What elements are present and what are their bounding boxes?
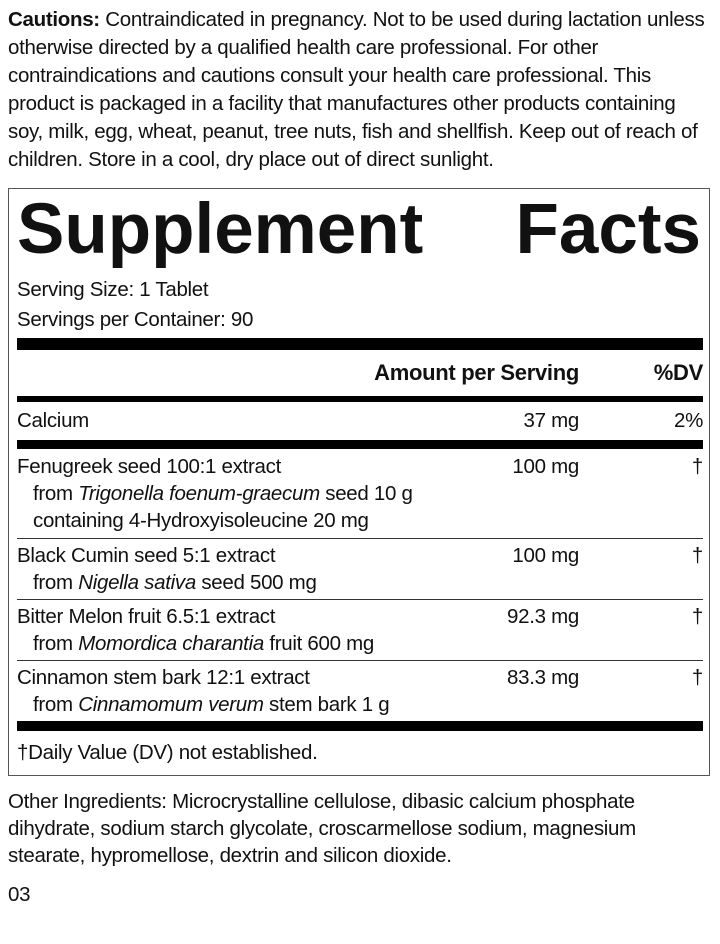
divider-medium	[17, 396, 703, 402]
supplement-facts-panel: Supplement Facts Serving Size: 1 Tablet S…	[8, 188, 710, 776]
table-row: Black Cumin seed 5:1 extract 100 mg † from…	[17, 539, 703, 599]
page-code: 03	[8, 883, 31, 906]
ingredient-name: Bitter Melon fruit 6.5:1 extract	[17, 605, 276, 628]
ingredient-name: Fenugreek seed 100:1 extract	[17, 455, 281, 478]
divider-thin	[17, 538, 703, 539]
ingredient-dv: †	[691, 666, 703, 689]
ingredient-dv: †	[691, 605, 703, 628]
ingredient-amount: 100 mg	[512, 455, 579, 478]
ingredient-name: Cinnamon stem bark 12:1 extract	[17, 666, 310, 689]
page: Cautions: Contraindicated in pregnancy. …	[8, 6, 714, 906]
dv-footnote: †Daily Value (DV) not established.	[17, 741, 318, 764]
ingredient-amount: 92.3 mg	[507, 605, 579, 628]
table-row: Fenugreek seed 100:1 extract 100 mg † from…	[17, 449, 703, 538]
serving-size: Serving Size: 1 Tablet	[17, 278, 209, 301]
title-word-2: Facts	[515, 190, 701, 269]
ingredient-source: from Momordica charantia fruit 600 mg	[33, 632, 374, 655]
table-row: Bitter Melon fruit 6.5:1 extract 92.3 mg †…	[17, 600, 703, 660]
divider-thin	[17, 599, 703, 600]
ingredient-source: from Trigonella foenum-graecum seed 10 g	[33, 482, 413, 505]
ingredient-dv: †	[691, 544, 703, 567]
ingredient-amount: 100 mg	[512, 544, 579, 567]
header-row: Amount per Serving %DV	[17, 350, 703, 396]
divider-thick	[17, 338, 703, 350]
panel-title: Supplement Facts	[17, 190, 703, 269]
divider-thin	[17, 660, 703, 661]
cautions-body: Contraindicated in pregnancy. Not to be …	[8, 8, 705, 171]
title-word-1: Supplement	[17, 190, 424, 269]
cautions-label: Cautions:	[8, 8, 100, 31]
other-ingredients: Other Ingredients: Microcrystalline cell…	[8, 790, 636, 867]
table-row: Calcium 37 mg 2%	[17, 402, 703, 440]
table-row: Cinnamon stem bark 12:1 extract 83.3 mg † …	[17, 661, 703, 721]
nutrient-name: Calcium	[17, 409, 89, 432]
ingredient-name: Black Cumin seed 5:1 extract	[17, 544, 276, 567]
nutrient-amount: 37 mg	[523, 409, 580, 432]
cautions-text: Cautions: Contraindicated in pregnancy. …	[8, 6, 714, 174]
amount-header: Amount per Serving	[374, 360, 579, 385]
divider-thick	[17, 440, 703, 449]
nutrient-dv: 2%	[673, 409, 703, 432]
divider-thick	[17, 721, 703, 731]
servings-per-container: Servings per Container: 90	[17, 308, 254, 331]
ingredient-source: from Cinnamomum verum stem bark 1 g	[33, 693, 390, 716]
dv-header: %DV	[653, 360, 704, 385]
ingredient-dv: †	[691, 455, 703, 478]
ingredient-amount: 83.3 mg	[507, 666, 579, 689]
ingredient-standardization: containing 4-Hydroxyisoleucine 20 mg	[33, 509, 369, 532]
ingredient-source: from Nigella sativa seed 500 mg	[33, 571, 317, 594]
